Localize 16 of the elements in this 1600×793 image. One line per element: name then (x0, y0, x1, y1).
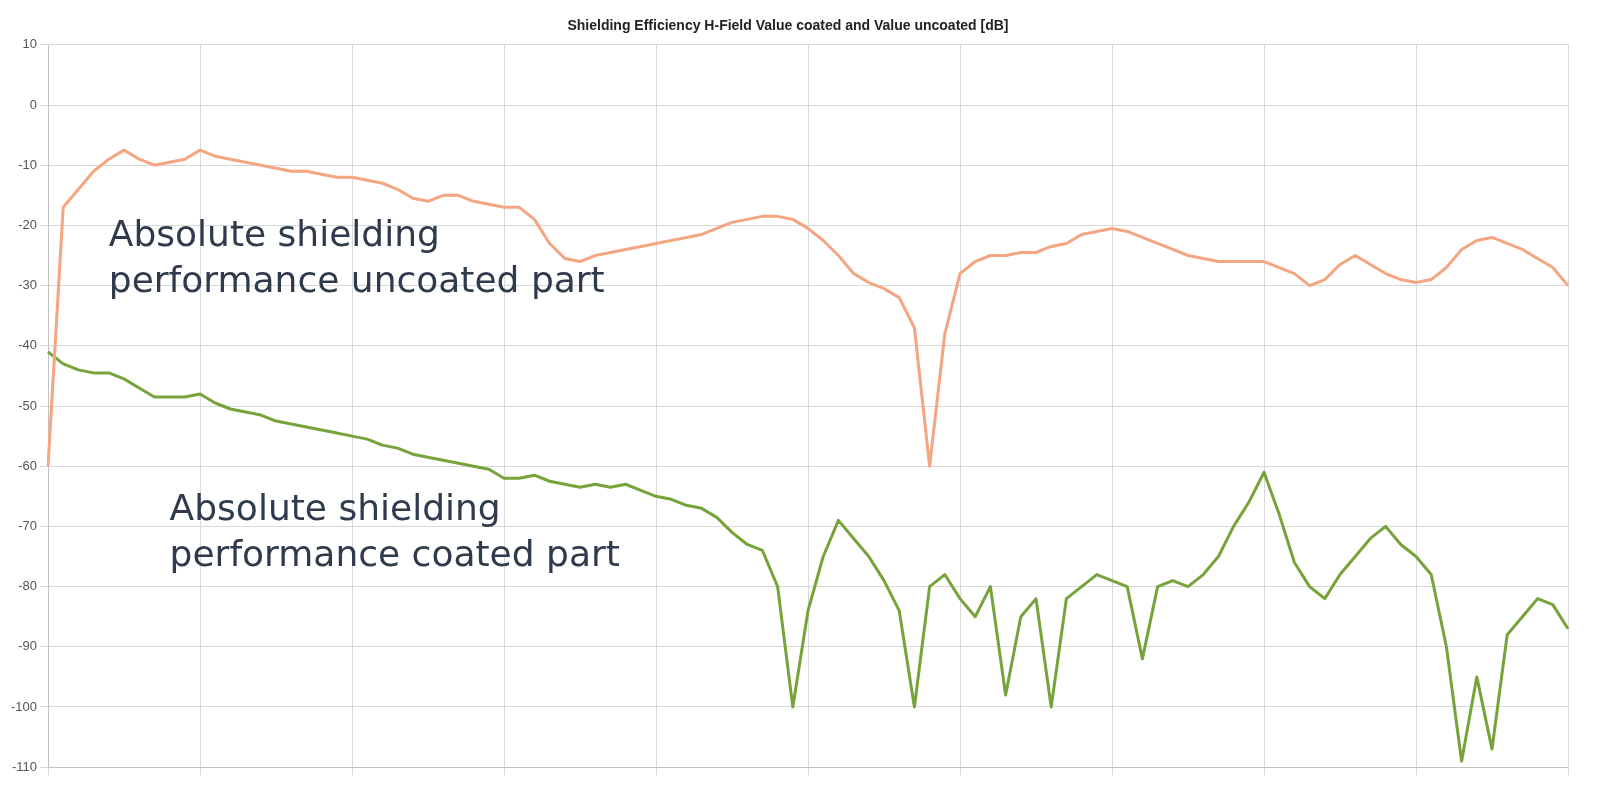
y-tick-label: -100 (10, 698, 38, 714)
y-tick-label: -90 (18, 638, 38, 654)
y-tick-label: -80 (18, 578, 38, 594)
y-tick-label: -60 (18, 457, 38, 473)
y-tick-label: -110 (11, 758, 38, 774)
annotation: Absolute shielding performance uncoated part (108, 212, 605, 300)
y-tick-label: -40 (18, 337, 38, 353)
y-tick-label: 0 (29, 96, 38, 112)
annotation: Absolute shielding performance coated part (169, 487, 620, 575)
y-tick-label: -70 (18, 517, 38, 533)
y-tick-label: -20 (18, 216, 38, 232)
chart-title: Shielding Efficiency H-Field Value coated and Value uncoated [dB] (567, 17, 1009, 34)
y-tick-label: -10 (18, 156, 38, 172)
y-tick-label: -50 (18, 397, 38, 413)
y-tick-label: 10 (22, 36, 38, 52)
y-tick-label: -30 (18, 277, 38, 293)
